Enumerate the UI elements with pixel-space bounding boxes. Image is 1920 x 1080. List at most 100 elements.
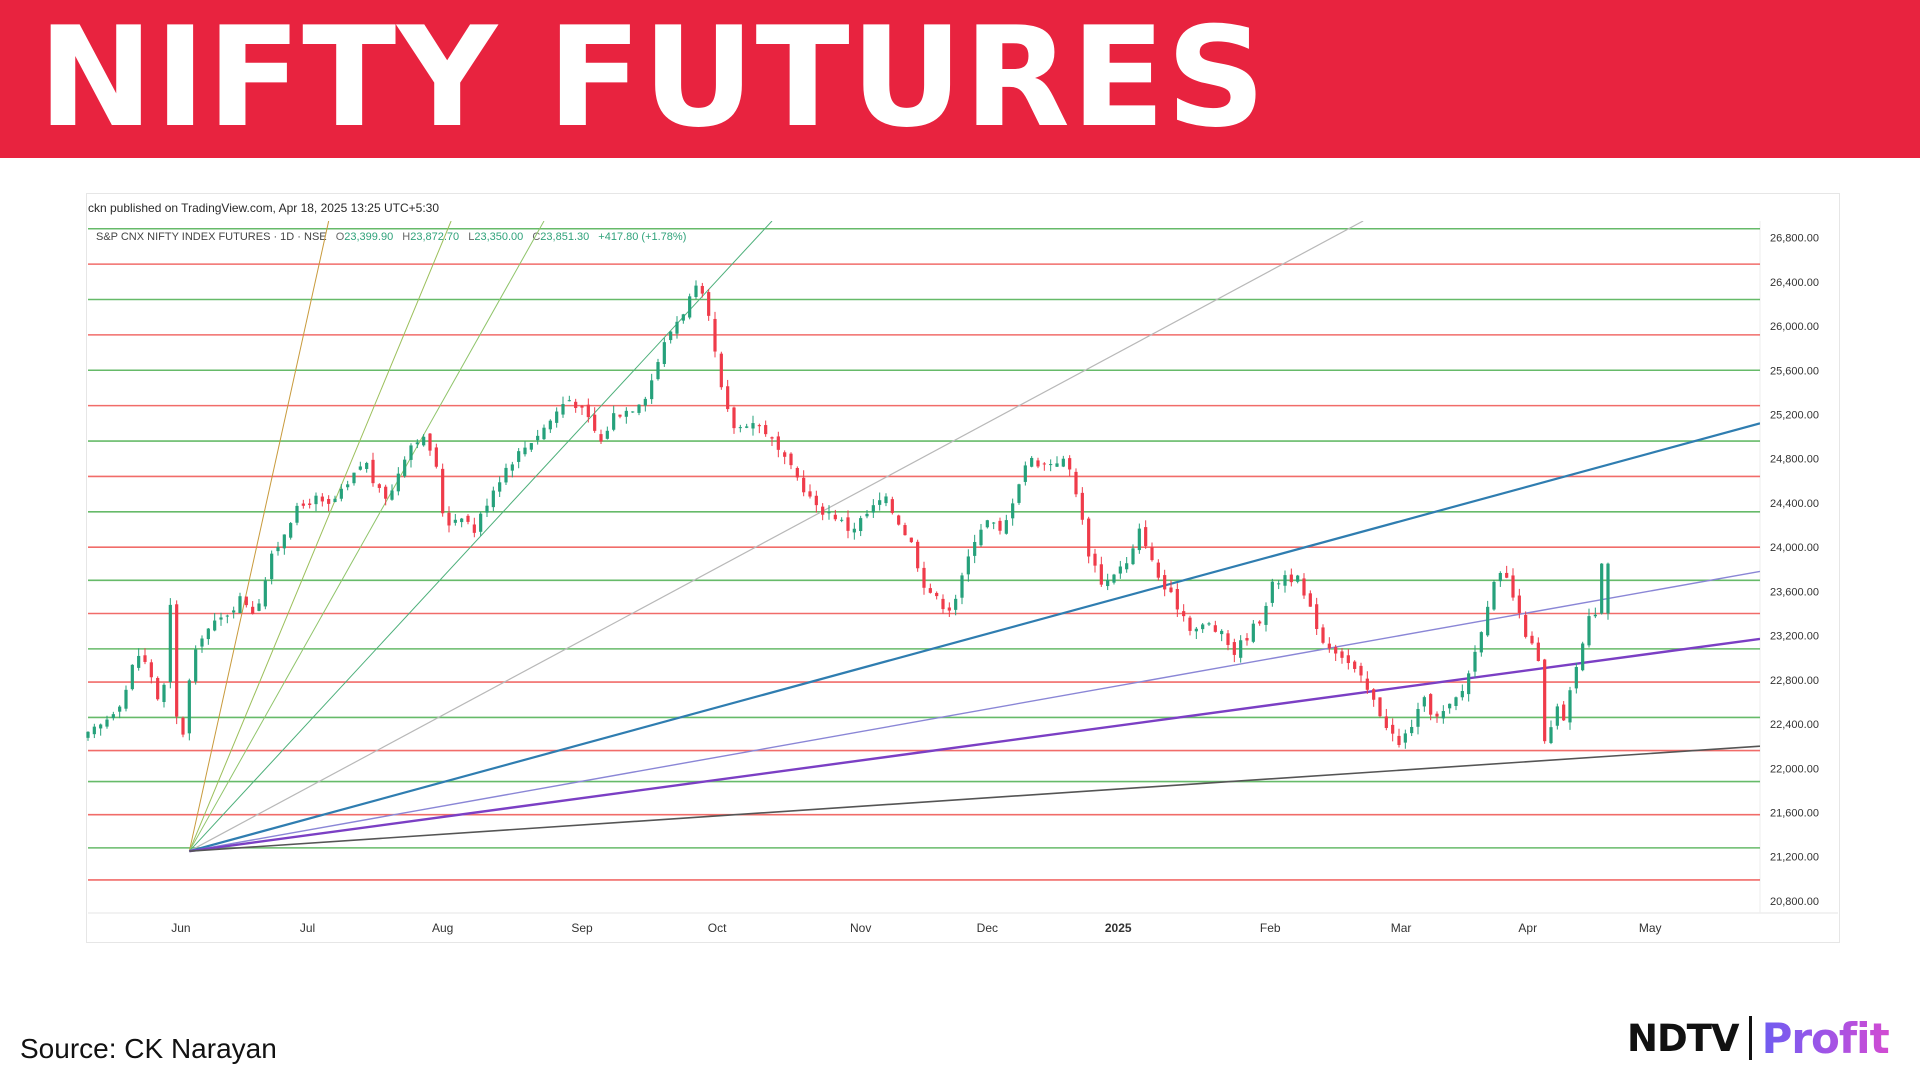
candle-up (1283, 575, 1287, 586)
y-tick-label: 22,400.00 (1770, 719, 1819, 731)
x-tick-label: Oct (708, 921, 727, 935)
low-label: L (468, 231, 475, 243)
candle-up (605, 430, 609, 439)
candle-down (308, 503, 312, 505)
candle-down (1093, 553, 1097, 566)
candle-down (1226, 633, 1230, 645)
candle-up (365, 462, 369, 469)
candle-down (928, 588, 932, 593)
candle-up (1220, 630, 1224, 635)
candle-up (346, 484, 350, 488)
x-tick-label: Dec (977, 921, 998, 935)
candle-down (1042, 463, 1046, 465)
candle-up (567, 400, 571, 402)
candle-up (168, 604, 172, 683)
candle-up (745, 426, 749, 428)
y-tick-label: 26,800.00 (1770, 233, 1819, 245)
candle-down (377, 484, 381, 488)
candle-up (1277, 583, 1281, 585)
candle-up (1448, 703, 1452, 709)
open-value: 23,399.90 (344, 231, 394, 243)
candle-up (878, 500, 882, 505)
candle-up (105, 719, 109, 727)
candle-up (529, 443, 533, 450)
candle-down (846, 517, 850, 531)
candle-down (789, 453, 793, 466)
candle-down (1169, 587, 1173, 593)
candle-down (947, 607, 951, 611)
candle-down (795, 467, 799, 478)
candle-up (162, 684, 166, 703)
candle-up (688, 296, 692, 318)
candle-up (1030, 457, 1034, 467)
candle-up (1131, 548, 1135, 565)
candle-down (1175, 589, 1179, 610)
candle-up (403, 459, 407, 477)
candle-up (1492, 581, 1496, 610)
low-value: 23,350.00 (474, 231, 524, 243)
candle-down (941, 598, 945, 610)
fan-line (189, 221, 1364, 852)
candle-down (1524, 614, 1528, 637)
candle-up (409, 445, 413, 460)
y-tick-label: 22,000.00 (1770, 763, 1819, 775)
candle-down (1245, 638, 1249, 641)
page-title: NIFTY FUTURES (38, 0, 1267, 158)
candle-down (441, 468, 445, 514)
candle-down (1353, 661, 1357, 669)
candle-up (1239, 640, 1243, 658)
candle-up (276, 547, 280, 552)
candle-up (504, 467, 508, 483)
candle-up (1270, 581, 1274, 603)
y-tick-label: 23,600.00 (1770, 586, 1819, 598)
high-label: H (402, 231, 411, 243)
candle-up (137, 655, 141, 668)
candle-down (776, 436, 780, 450)
candle-up (973, 541, 977, 556)
candle-up (979, 529, 983, 546)
candle-up (1055, 463, 1059, 467)
candle-down (1258, 621, 1262, 624)
candle-up (453, 519, 457, 523)
candle-down (1289, 574, 1293, 583)
y-tick-label: 21,200.00 (1770, 852, 1819, 864)
candle-down (320, 496, 324, 502)
candle-up (1011, 503, 1015, 519)
candle-up (1296, 575, 1300, 582)
candle-up (738, 427, 742, 429)
close-label: C (532, 231, 541, 243)
candle-up (333, 498, 337, 503)
y-tick-label: 24,800.00 (1770, 454, 1819, 466)
candle-up (751, 423, 755, 429)
candle-up (985, 520, 989, 528)
fan-line (189, 422, 1760, 853)
candle-up (631, 411, 635, 413)
candle-up (1467, 673, 1471, 695)
candle-up (219, 617, 223, 620)
candle-up (358, 466, 362, 470)
candle-up (232, 610, 236, 613)
candle-down (1340, 651, 1344, 658)
candle-up (1416, 708, 1420, 727)
candle-down (909, 537, 913, 543)
candle-down (707, 292, 711, 316)
candle-up (485, 505, 489, 513)
candle-up (1207, 623, 1211, 625)
candle-up (960, 575, 964, 598)
candle-down (1087, 518, 1091, 557)
candle-down (833, 514, 837, 520)
candle-down (1530, 635, 1534, 644)
candle-up (662, 342, 666, 364)
candle-up (681, 314, 685, 321)
candle-down (700, 285, 704, 294)
candle-up (548, 420, 552, 430)
y-tick-label: 20,800.00 (1770, 896, 1819, 908)
candle-down (1365, 678, 1369, 690)
candle-down (244, 596, 248, 606)
candle-up (1422, 697, 1426, 707)
candle-down (181, 717, 185, 735)
candle-up (536, 435, 540, 441)
logo-divider (1748, 1016, 1752, 1060)
x-tick-label: May (1639, 921, 1662, 935)
candle-down (1378, 697, 1382, 717)
